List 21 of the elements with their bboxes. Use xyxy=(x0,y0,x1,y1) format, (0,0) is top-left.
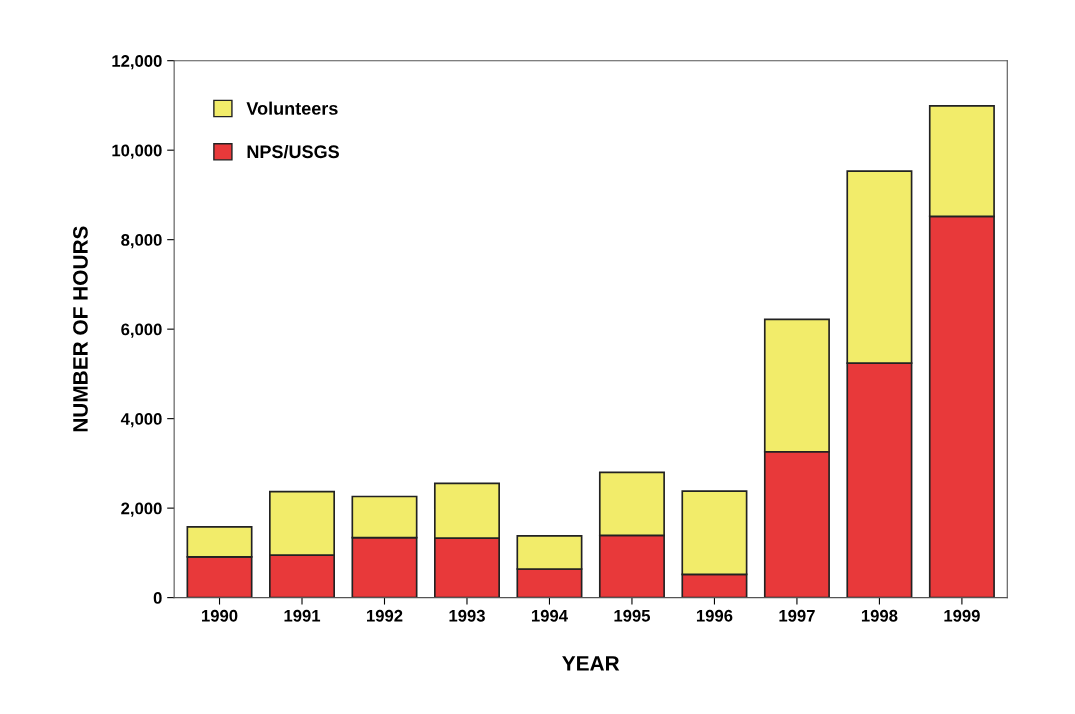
y-tick-label: 10,000 xyxy=(112,144,162,159)
x-axis-title: YEAR xyxy=(562,656,620,671)
y-tick-label: 6,000 xyxy=(121,323,162,338)
x-tick-label: 1994 xyxy=(531,609,568,622)
x-tick-label: 1998 xyxy=(861,609,898,622)
x-tick-label: 1991 xyxy=(284,609,321,622)
x-tick-label: 1996 xyxy=(696,609,733,622)
y-tick-label: 12,000 xyxy=(112,55,162,70)
y-tick-label: 2,000 xyxy=(121,502,162,517)
legend-label: Volunteers xyxy=(246,101,338,115)
y-tick-label: 8,000 xyxy=(121,234,162,249)
x-tick-label: 1993 xyxy=(449,609,485,622)
x-tick-label: 1990 xyxy=(202,609,238,622)
x-tick-label: 1999 xyxy=(944,609,980,622)
x-tick-label: 1992 xyxy=(367,609,403,622)
x-tick-label: 1995 xyxy=(614,609,651,622)
y-axis-title: NUMBER OF HOURS xyxy=(73,226,88,432)
x-tick-label: 1997 xyxy=(779,609,815,622)
y-tick-label: 4,000 xyxy=(120,413,162,428)
legend-label: NPS/USGS xyxy=(247,144,339,159)
y-tick-label: 0 xyxy=(153,592,162,604)
